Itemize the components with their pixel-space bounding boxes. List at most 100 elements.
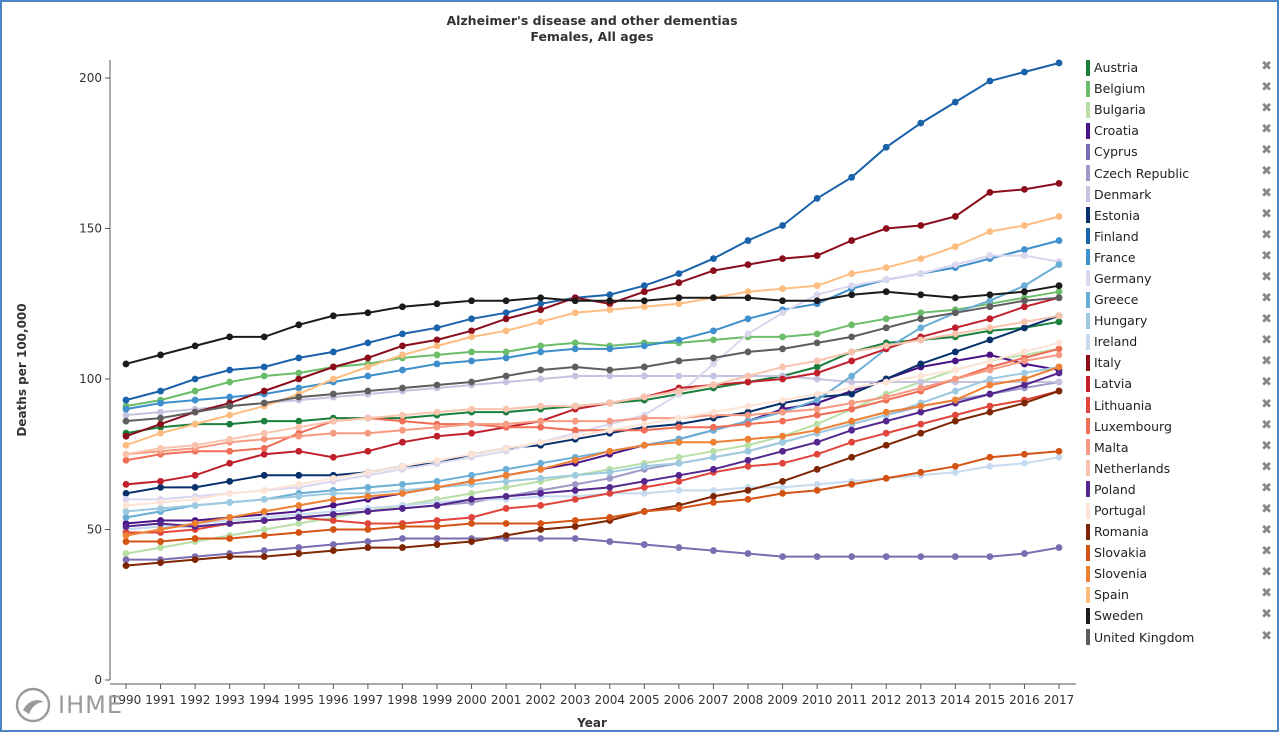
- data-point[interactable]: [951, 411, 959, 419]
- series-line[interactable]: [126, 537, 1060, 561]
- data-point[interactable]: [537, 306, 545, 314]
- data-point[interactable]: [122, 489, 130, 497]
- data-point[interactable]: [571, 363, 579, 371]
- data-point[interactable]: [260, 363, 268, 371]
- data-point[interactable]: [813, 411, 821, 419]
- data-point[interactable]: [710, 336, 717, 344]
- data-point[interactable]: [468, 405, 475, 413]
- data-point[interactable]: [606, 291, 614, 299]
- data-point[interactable]: [813, 195, 821, 202]
- remove-series-icon[interactable]: ✖: [1261, 185, 1272, 201]
- data-point[interactable]: [157, 526, 164, 533]
- remove-series-icon[interactable]: ✖: [1261, 80, 1272, 96]
- data-point[interactable]: [157, 544, 164, 551]
- data-point[interactable]: [813, 450, 821, 458]
- data-point[interactable]: [848, 390, 856, 398]
- data-point[interactable]: [329, 502, 337, 509]
- data-point[interactable]: [986, 351, 994, 359]
- data-point[interactable]: [813, 396, 821, 404]
- data-point[interactable]: [744, 441, 752, 449]
- data-point[interactable]: [848, 426, 856, 434]
- data-point[interactable]: [571, 309, 579, 317]
- data-point[interactable]: [157, 444, 164, 452]
- data-point[interactable]: [537, 526, 545, 533]
- data-point[interactable]: [502, 520, 510, 527]
- data-point[interactable]: [226, 402, 234, 410]
- data-point[interactable]: [779, 553, 786, 560]
- legend-item-belgium[interactable]: Belgium ✖: [1086, 78, 1278, 99]
- data-point[interactable]: [848, 291, 856, 299]
- remove-series-icon[interactable]: ✖: [1261, 396, 1272, 412]
- data-point[interactable]: [157, 505, 164, 512]
- data-point[interactable]: [191, 342, 199, 350]
- data-point[interactable]: [986, 315, 994, 323]
- series-united-kingdom[interactable]: [122, 294, 1063, 425]
- data-point[interactable]: [917, 420, 925, 428]
- data-point[interactable]: [1055, 363, 1063, 371]
- data-point[interactable]: [433, 300, 441, 308]
- data-point[interactable]: [882, 417, 890, 425]
- legend-item-romania[interactable]: Romania ✖: [1086, 521, 1278, 542]
- legend-item-malta[interactable]: Malta ✖: [1086, 437, 1278, 458]
- series-netherlands[interactable]: [122, 312, 1063, 458]
- data-point[interactable]: [951, 396, 959, 404]
- data-point[interactable]: [399, 417, 406, 425]
- data-point[interactable]: [917, 222, 925, 229]
- data-point[interactable]: [813, 363, 821, 371]
- data-point[interactable]: [640, 441, 648, 449]
- data-point[interactable]: [1055, 378, 1063, 386]
- data-point[interactable]: [226, 411, 234, 419]
- legend-item-slovenia[interactable]: Slovenia ✖: [1086, 563, 1278, 584]
- data-point[interactable]: [744, 330, 752, 338]
- data-point[interactable]: [779, 333, 786, 341]
- series-line[interactable]: [125, 390, 1060, 567]
- data-point[interactable]: [260, 399, 268, 407]
- data-point[interactable]: [260, 553, 268, 560]
- data-point[interactable]: [260, 547, 268, 554]
- data-point[interactable]: [813, 282, 821, 290]
- data-point[interactable]: [295, 384, 303, 392]
- data-point[interactable]: [295, 375, 303, 383]
- series-slovakia[interactable]: [122, 447, 1063, 545]
- data-point[interactable]: [951, 348, 959, 356]
- data-point[interactable]: [226, 393, 234, 401]
- data-point[interactable]: [295, 520, 303, 527]
- data-point[interactable]: [640, 489, 648, 497]
- data-point[interactable]: [640, 508, 648, 515]
- data-point[interactable]: [260, 435, 268, 443]
- remove-series-icon[interactable]: ✖: [1261, 312, 1272, 328]
- data-point[interactable]: [191, 496, 199, 503]
- data-point[interactable]: [260, 496, 268, 503]
- remove-series-icon[interactable]: ✖: [1261, 375, 1272, 391]
- data-point[interactable]: [779, 396, 786, 404]
- legend-item-slovakia[interactable]: Slovakia ✖: [1086, 542, 1278, 563]
- data-point[interactable]: [1021, 381, 1028, 389]
- data-point[interactable]: [433, 456, 441, 464]
- data-point[interactable]: [675, 300, 683, 308]
- data-point[interactable]: [848, 348, 856, 356]
- data-point[interactable]: [329, 312, 337, 320]
- data-point[interactable]: [675, 387, 683, 395]
- data-point[interactable]: [157, 483, 164, 491]
- data-point[interactable]: [399, 480, 406, 488]
- data-point[interactable]: [848, 357, 856, 365]
- data-point[interactable]: [571, 523, 579, 530]
- data-point[interactable]: [122, 441, 130, 449]
- data-point[interactable]: [951, 462, 959, 470]
- data-point[interactable]: [329, 417, 337, 425]
- series-line[interactable]: [125, 182, 1060, 438]
- series-line[interactable]: [125, 353, 1060, 456]
- data-point[interactable]: [1021, 68, 1028, 76]
- data-point[interactable]: [537, 423, 545, 431]
- series-poland[interactable]: [122, 369, 1063, 530]
- data-point[interactable]: [433, 381, 441, 389]
- data-point[interactable]: [537, 318, 545, 326]
- data-point[interactable]: [1021, 375, 1028, 383]
- data-point[interactable]: [848, 237, 856, 244]
- data-point[interactable]: [122, 456, 130, 464]
- data-point[interactable]: [882, 429, 890, 437]
- data-point[interactable]: [917, 468, 925, 476]
- data-point[interactable]: [260, 372, 268, 380]
- data-point[interactable]: [917, 402, 925, 410]
- data-point[interactable]: [295, 321, 303, 329]
